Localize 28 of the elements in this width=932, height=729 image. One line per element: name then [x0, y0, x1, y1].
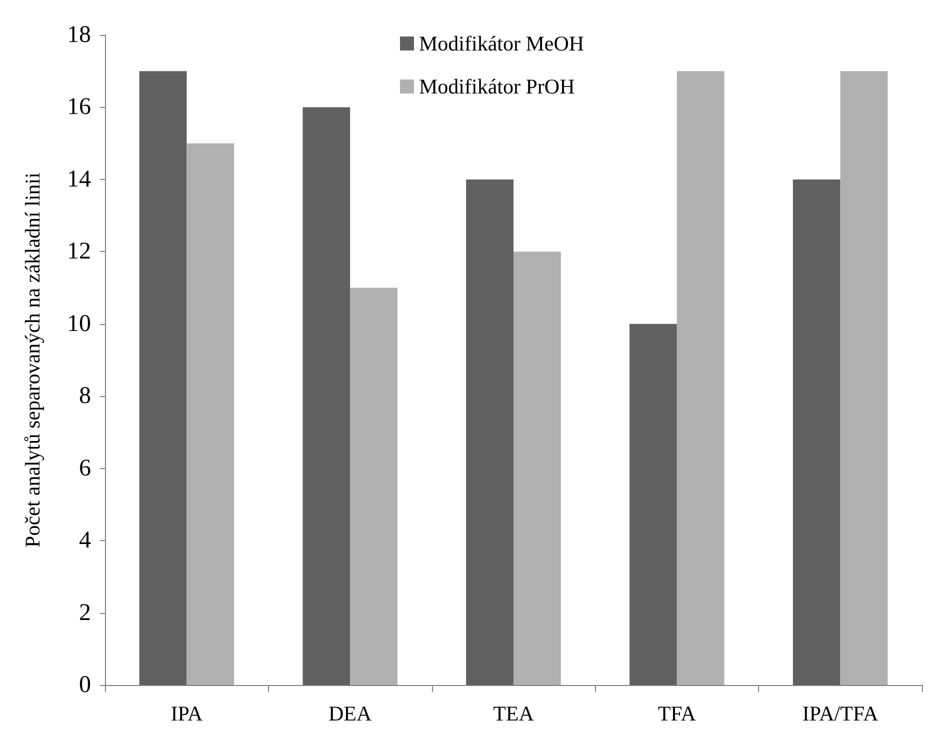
bar — [840, 71, 888, 685]
x-tick-label: TFA — [658, 702, 697, 726]
y-tick-label: 12 — [67, 238, 91, 265]
bar — [630, 324, 677, 685]
y-tick-label: 14 — [67, 166, 91, 192]
bar — [350, 288, 398, 685]
x-tick-label: IPA/TFA — [802, 702, 880, 726]
y-tick-label: 0 — [79, 672, 91, 698]
y-tick-label: 10 — [67, 310, 91, 337]
y-tick-label: 18 — [67, 22, 91, 48]
x-tick-label: DEA — [328, 702, 373, 726]
bar — [186, 143, 234, 685]
bar — [302, 107, 350, 685]
y-tick-label: 16 — [67, 94, 91, 120]
y-tick-label: 4 — [79, 528, 91, 554]
bar — [139, 71, 187, 685]
legend-label: Modifikátor MeOH — [419, 32, 584, 56]
bar — [792, 179, 840, 685]
x-tick-label: TEA — [493, 702, 535, 726]
bar — [676, 71, 724, 685]
bar — [514, 252, 561, 685]
y-tick-label: 2 — [79, 600, 91, 626]
y-axis-title: Počet analytů separovaných na základní linii — [20, 172, 44, 548]
y-tick-label: 8 — [79, 383, 91, 410]
x-tick-label: IPA — [170, 702, 204, 726]
bar — [466, 179, 514, 685]
y-tick-label: 6 — [79, 455, 91, 482]
legend-label: Modifikátor PrOH — [419, 74, 575, 98]
